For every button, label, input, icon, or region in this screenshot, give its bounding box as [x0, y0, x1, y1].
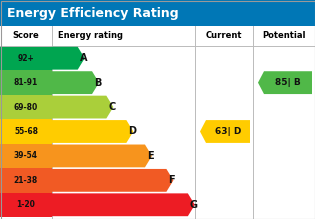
- Text: Potential: Potential: [262, 32, 306, 41]
- Polygon shape: [52, 169, 173, 192]
- Bar: [0, 168, 52, 193]
- Text: B: B: [94, 78, 101, 88]
- Polygon shape: [52, 96, 113, 118]
- Text: 81-91: 81-91: [14, 78, 38, 87]
- Bar: [0, 95, 52, 119]
- Polygon shape: [200, 120, 250, 143]
- Polygon shape: [258, 71, 312, 94]
- Text: Score: Score: [13, 32, 39, 41]
- Text: 63| D: 63| D: [215, 127, 241, 136]
- Bar: [0, 144, 52, 168]
- Text: Current: Current: [206, 32, 242, 41]
- Text: 39-54: 39-54: [14, 151, 38, 161]
- Text: 55-68: 55-68: [14, 127, 38, 136]
- Text: 85| B: 85| B: [275, 78, 301, 87]
- Text: G: G: [190, 200, 198, 210]
- Text: Energy rating: Energy rating: [58, 32, 123, 41]
- Text: C: C: [108, 102, 116, 112]
- Polygon shape: [52, 47, 85, 70]
- Text: 21-38: 21-38: [14, 176, 38, 185]
- Text: F: F: [169, 175, 175, 185]
- Bar: [0, 26, 315, 46]
- Bar: [0, 71, 52, 95]
- Bar: [0, 0, 315, 26]
- Polygon shape: [52, 71, 99, 94]
- Text: D: D: [128, 127, 136, 136]
- Text: 92+: 92+: [18, 54, 34, 63]
- Text: 1-20: 1-20: [17, 200, 35, 209]
- Text: Energy Efficiency Rating: Energy Efficiency Rating: [7, 7, 179, 19]
- Text: 69-80: 69-80: [14, 102, 38, 111]
- Polygon shape: [52, 120, 133, 143]
- Bar: [0, 119, 52, 144]
- Bar: [0, 193, 52, 217]
- Text: A: A: [80, 53, 87, 63]
- Polygon shape: [52, 193, 195, 216]
- Text: E: E: [147, 151, 154, 161]
- Bar: [0, 46, 52, 71]
- Polygon shape: [52, 145, 152, 167]
